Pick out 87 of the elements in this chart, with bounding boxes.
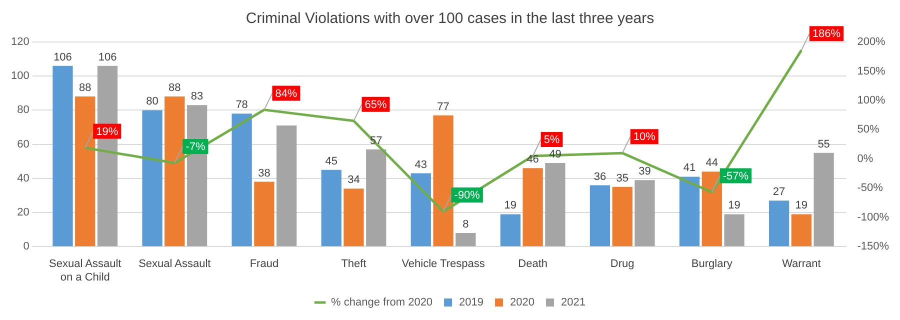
data-label: 83 <box>190 90 204 103</box>
y-tick-label: 80 <box>17 104 30 116</box>
x-tick-label: Death <box>518 258 548 270</box>
bar <box>344 188 364 246</box>
data-label: 27 <box>772 186 786 198</box>
bar <box>522 168 543 246</box>
bar <box>634 180 655 246</box>
bar <box>75 96 96 246</box>
data-label: 8 <box>462 218 469 230</box>
bar <box>433 115 454 246</box>
x-tick-label: Drug <box>610 258 634 270</box>
x-tick-label: Theft <box>341 258 366 270</box>
y-tick-label: 0 <box>23 240 30 253</box>
legend-label: 2020 <box>510 296 535 309</box>
bar <box>500 214 521 246</box>
legend-label: 2021 <box>560 296 586 309</box>
data-label: 77 <box>437 100 450 113</box>
bar <box>768 200 790 246</box>
data-label: -90% <box>454 190 480 202</box>
bar <box>456 232 476 246</box>
bar <box>321 170 342 246</box>
data-label: -7% <box>186 141 206 154</box>
data-label: 65% <box>364 98 387 111</box>
bar <box>366 149 386 246</box>
data-label: 38 <box>258 167 270 180</box>
y-tick-label: 100 <box>10 70 30 82</box>
y2-tick-label: 0% <box>857 152 874 165</box>
y2-tick-label: 200% <box>857 36 886 48</box>
data-label: 55 <box>818 138 830 150</box>
data-label: 186% <box>812 28 841 40</box>
data-label: 106 <box>54 51 72 64</box>
data-label: 44 <box>706 157 718 170</box>
data-label: 10% <box>633 131 656 144</box>
y-tick-label: 120 <box>10 36 30 48</box>
y2-tick-label: -50% <box>857 182 884 194</box>
data-label: 19% <box>96 126 118 138</box>
data-label: 45 <box>325 155 338 168</box>
data-label: 19 <box>728 200 740 212</box>
data-label: 34 <box>348 174 360 186</box>
data-label: 88 <box>78 82 92 94</box>
data-label: 46 <box>526 154 539 166</box>
y2-tick-label: -100% <box>857 211 890 224</box>
bar <box>724 214 744 246</box>
data-label: 106 <box>98 51 117 64</box>
data-label: 43 <box>414 158 428 171</box>
data-label: 5% <box>544 134 560 146</box>
bar <box>276 126 297 246</box>
data-label: 36 <box>594 170 606 183</box>
x-tick-label: Sexual Assault <box>138 258 211 270</box>
data-label: 84% <box>275 88 298 100</box>
bar <box>164 96 185 246</box>
chart-title: Criminal Violations with over 100 cases in the last three years <box>246 10 654 28</box>
y-tick-label: 40 <box>17 172 30 184</box>
bar <box>590 185 610 246</box>
y2-tick-label: 50% <box>857 124 880 136</box>
bar <box>232 114 252 246</box>
y2-tick-label: 100% <box>857 94 886 106</box>
data-label: -57% <box>722 170 749 182</box>
data-label: 88 <box>168 82 181 94</box>
data-label: 19 <box>504 200 517 212</box>
y2-tick-label: -150% <box>857 240 890 253</box>
data-label: 39 <box>638 166 651 178</box>
x-tick-label: Vehicle Trespass <box>402 258 486 270</box>
data-label: 35 <box>616 172 628 184</box>
bar <box>410 173 431 246</box>
bar <box>254 182 274 246</box>
data-label: 78 <box>236 99 248 112</box>
bar <box>791 214 812 246</box>
data-label: 80 <box>146 96 158 108</box>
bar <box>52 66 73 246</box>
legend-label: % change from 2020 <box>331 296 433 309</box>
bar <box>545 163 566 246</box>
x-tick-label: Burglary <box>691 258 733 270</box>
bar <box>702 172 722 246</box>
x-tick-label: Fraud <box>250 258 279 270</box>
bar <box>612 186 632 246</box>
y-tick-label: 60 <box>17 138 30 150</box>
x-tick-label: Warrant <box>782 258 821 270</box>
data-label: 41 <box>683 162 696 174</box>
bar <box>142 110 162 246</box>
y-tick-label: 20 <box>17 206 30 219</box>
bar <box>679 176 700 246</box>
legend-label: 2019 <box>459 296 484 309</box>
y2-tick-label: 150% <box>857 65 886 78</box>
data-label: 19 <box>795 200 808 212</box>
bar <box>814 152 834 246</box>
x-tick-label: Sexual Assault on a Child <box>49 258 122 284</box>
